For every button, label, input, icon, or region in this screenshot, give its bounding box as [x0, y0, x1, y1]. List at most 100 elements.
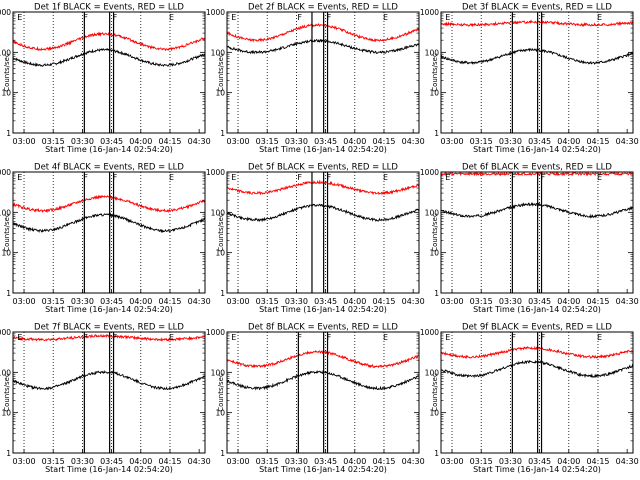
y-tick-label: 10 [429, 409, 439, 418]
x-tick-label: 03:00 [440, 457, 463, 466]
panel-6: Det 6f BLACK = Events, RED = LLD 03:00 03:… [420, 163, 639, 315]
y-tick-label: 1 [6, 129, 11, 138]
panel-title: Det 8f BLACK = Events, RED = LLD [248, 323, 398, 333]
series-line-lld [227, 179, 419, 196]
series-group [13, 194, 205, 234]
x-tick-label: 03:45 [314, 297, 337, 306]
y-tick-label: 10 [215, 249, 225, 258]
x-tick-label: 04:15 [158, 297, 181, 306]
x-tick-label: 04:00 [129, 297, 152, 306]
y-tick-label: 100 [211, 48, 226, 57]
x-axis-label: Start Time (16-Jan-14 02:54:20) [473, 465, 601, 474]
x-tick-label: 04:30 [616, 137, 639, 146]
marker-label: E [231, 173, 236, 182]
marker-label: F [327, 333, 332, 342]
marker-label: F [511, 333, 516, 342]
y-tick-label: 10 [1, 409, 11, 418]
plot-frame [440, 331, 634, 454]
panel-title: Det 2f BLACK = Events, RED = LLD [248, 3, 398, 13]
series-line-lld [227, 23, 419, 43]
x-axis-label: Start Time (16-Jan-14 02:54:20) [45, 145, 173, 154]
panel-7: Det 7f BLACK = Events, RED = LLD 03:00 03:… [0, 323, 211, 475]
series-line-lld [441, 345, 633, 359]
series-group [227, 350, 419, 391]
x-tick-label: 04:00 [557, 457, 580, 466]
y-tick-label: 100 [0, 208, 11, 217]
marker-label: F [327, 173, 332, 182]
x-tick-label: 04:00 [343, 457, 366, 466]
x-tick-label: 04:30 [616, 457, 639, 466]
y-tick-label: 1 [220, 449, 225, 458]
x-tick-label: 03:30 [285, 137, 308, 146]
marker-label: E [597, 173, 602, 182]
marker-label: F [511, 13, 516, 22]
x-axis-label: Start Time (16-Jan-14 02:54:20) [259, 465, 387, 474]
series-line-events [227, 38, 419, 55]
marker-label: E [383, 13, 388, 22]
x-tick-label: 04:15 [372, 137, 395, 146]
panel-2: Det 2f BLACK = Events, RED = LLD 03:00 03:… [206, 3, 425, 155]
series-group [441, 19, 633, 65]
marker-label: F [113, 173, 118, 182]
x-tick-label: 03:30 [285, 457, 308, 466]
y-tick-label: 1000 [420, 8, 439, 17]
series-line-events [227, 203, 419, 223]
y-axis-label: Counts/sec [217, 213, 225, 252]
marker-label: E [169, 333, 174, 342]
x-tick-label: 04:15 [586, 297, 609, 306]
y-axis-label: Counts/sec [431, 53, 439, 92]
marker-label: E [383, 173, 388, 182]
series-group [13, 31, 205, 67]
panel-1: Det 1f BLACK = Events, RED = LLD 03:00 03:… [0, 3, 211, 155]
marker-label: F [83, 333, 88, 342]
x-tick-label: 03:45 [528, 137, 551, 146]
x-tick-label: 03:15 [256, 297, 279, 306]
y-axis-label: Counts/sec [431, 213, 439, 252]
x-tick-label: 04:30 [402, 297, 425, 306]
x-axis-label: Start Time (16-Jan-14 02:54:20) [473, 305, 601, 314]
y-tick-label: 100 [0, 48, 11, 57]
marker-label: F [297, 13, 302, 22]
x-tick-label: 03:45 [314, 137, 337, 146]
y-axis-label: Counts/sec [217, 373, 225, 412]
plot-frame [12, 11, 206, 134]
marker-label: F [83, 173, 88, 182]
marker-label: E [231, 13, 236, 22]
y-tick-label: 100 [211, 208, 226, 217]
panel-4: Det 4f BLACK = Events, RED = LLD 03:00 03:… [0, 163, 211, 315]
x-tick-label: 04:30 [616, 297, 639, 306]
x-tick-label: 03:30 [71, 297, 94, 306]
marker-label: F [541, 173, 546, 182]
series-line-lld [441, 19, 633, 28]
y-tick-label: 1 [434, 289, 439, 298]
x-tick-label: 04:15 [158, 457, 181, 466]
x-tick-label: 03:15 [256, 137, 279, 146]
marker-label: E [445, 13, 450, 22]
y-tick-label: 1000 [206, 328, 225, 337]
x-tick-label: 04:00 [343, 137, 366, 146]
x-tick-label: 04:00 [557, 137, 580, 146]
x-axis-label: Start Time (16-Jan-14 02:54:20) [259, 305, 387, 314]
series-line-events [13, 369, 205, 391]
y-tick-label: 1 [434, 449, 439, 458]
series-line-events [13, 47, 205, 67]
y-tick-label: 1 [434, 129, 439, 138]
x-tick-label: 03:00 [12, 457, 35, 466]
x-tick-label: 03:30 [499, 457, 522, 466]
panel-title: Det 5f BLACK = Events, RED = LLD [248, 163, 398, 173]
series-line-events [441, 47, 633, 65]
x-tick-label: 03:00 [12, 137, 35, 146]
x-tick-label: 03:30 [499, 297, 522, 306]
marker-label: E [17, 173, 22, 182]
y-axis-label: Counts/sec [431, 373, 439, 412]
marker-label: F [541, 13, 546, 22]
x-tick-label: 04:00 [343, 297, 366, 306]
panel-9: Det 9f BLACK = Events, RED = LLD 03:00 03:… [420, 323, 639, 475]
series-line-lld [13, 31, 205, 52]
marker-label: F [541, 333, 546, 342]
x-tick-label: 04:15 [158, 137, 181, 146]
marker-label: F [511, 173, 516, 182]
x-tick-label: 04:30 [402, 137, 425, 146]
panel-3: Det 3f BLACK = Events, RED = LLD 03:00 03:… [420, 3, 639, 155]
marker-label: E [17, 333, 22, 342]
